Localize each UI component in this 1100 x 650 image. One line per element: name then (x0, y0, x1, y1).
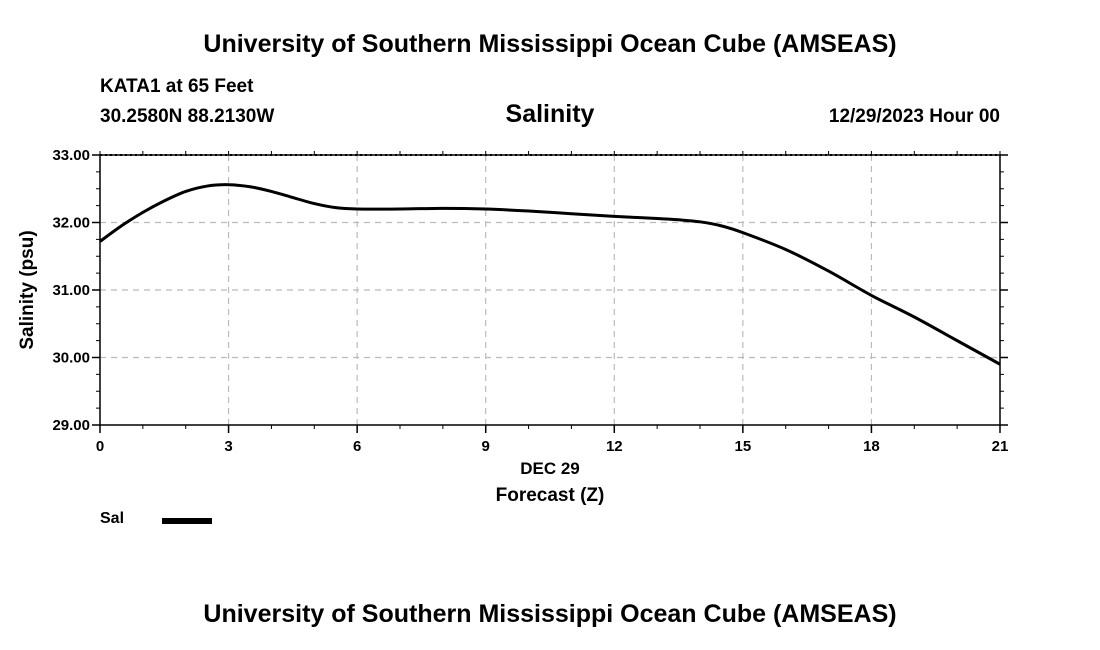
forecast-datetime: 12/29/2023 Hour 00 (828, 106, 1000, 127)
x-tick-label: 12 (606, 438, 623, 455)
x-tick-label: 18 (863, 438, 880, 455)
axis-tick-labels: 0 3 6 9 12 15 18 21 29.00 30.00 31.00 32.00 33.00 (52, 147, 1008, 455)
station-coordinates: 30.2580N 88.2130W (100, 106, 275, 127)
x-axis-label: Forecast (Z) (496, 485, 605, 506)
chart-subtitle: Salinity (505, 100, 595, 128)
y-tick-label: 30.00 (52, 350, 90, 367)
y-tick-label: 31.00 (52, 282, 90, 299)
y-tick-label: 29.00 (52, 417, 90, 434)
x-tick-label: 21 (992, 438, 1009, 455)
grid-lines (100, 155, 1000, 425)
y-axis-label: Salinity (psu) (17, 230, 38, 349)
y-tick-label: 32.00 (52, 215, 90, 232)
series-line-sal (99, 183, 1001, 366)
y-tick-label: 33.00 (52, 147, 90, 164)
x-tick-label: 3 (224, 438, 232, 455)
x-axis-date-label: DEC 29 (520, 459, 580, 478)
chart-top-title: University of Southern Mississippi Ocean… (203, 30, 897, 58)
x-tick-label: 0 (96, 438, 104, 455)
chart-bottom-title: University of Southern Mississippi Ocean… (203, 600, 897, 628)
x-tick-label: 6 (353, 438, 361, 455)
legend-label: Sal (100, 510, 125, 527)
axis-ticks (92, 151, 1008, 433)
legend-line-swatch (162, 518, 212, 524)
station-name: KATA1 at 65 Feet (100, 76, 254, 97)
x-tick-label: 9 (482, 438, 490, 455)
x-tick-label: 15 (735, 438, 752, 455)
